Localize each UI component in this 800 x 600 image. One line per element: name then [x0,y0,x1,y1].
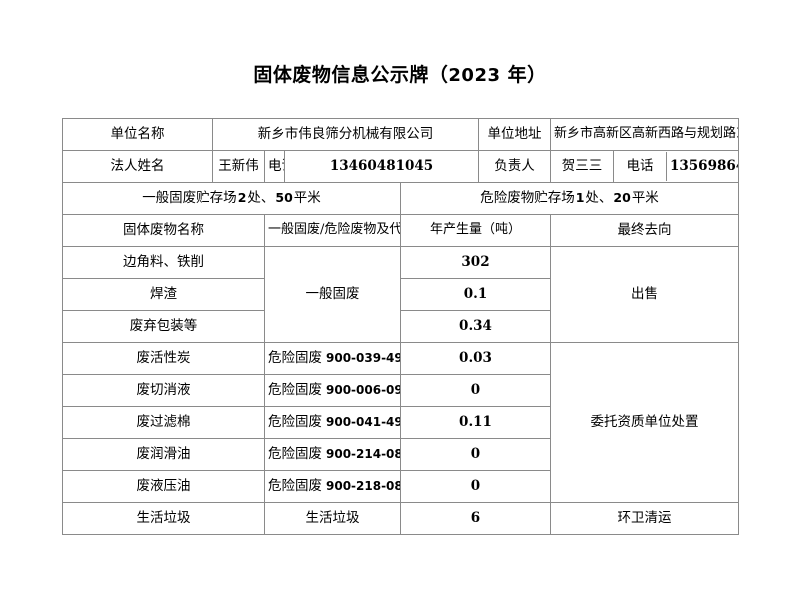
cell-amount: 6 [400,502,551,535]
cell-company-name-value: 新乡市伟良筛分机械有限公司 [212,118,479,151]
general-storage-area: 50 [275,189,293,205]
cell-general-destination: 出售 [549,246,740,343]
cell-code: 900-006-09 [326,382,401,397]
table-row: 废过滤棉 危险固废 900-041-49 0.11 [62,406,739,439]
cell-category-code: 危险固废 900-214-08 [264,438,401,471]
table-row: 废活性炭 危险固废 900-039-49 0.03 委托资质单位处置 [62,342,740,503]
cell-category: 危险固废 [268,477,322,494]
cell-category-code: 危险固废 900-218-08 [264,470,401,503]
cell-amount: 302 [400,246,551,279]
general-storage-count: 2 [237,189,247,205]
page-title-year: 2023 [448,65,501,86]
table-row: 焊渣 0.1 [62,278,739,311]
cell-category-code: 危险固废 900-006-09 [264,374,401,407]
hazardous-storage-area: 20 [613,189,631,205]
cell-waste-name: 废过滤棉 [62,406,265,439]
cell-general-category: 一般固废 [264,246,401,343]
table-header-row: 固体废物名称 一般固废/危险废物及代码 年产生量（吨） 最终去向 [62,214,740,247]
cell-manager-value: 贺三三 [550,150,614,183]
cell-code: 900-218-08 [326,478,401,493]
cell-address-label: 单位地址 [478,118,551,151]
cell-amount: 0.03 [400,342,551,375]
cell-manager-label: 负责人 [478,150,551,183]
header-waste-name: 固体废物名称 [62,214,265,247]
table-row: 生活垃圾 生活垃圾 6 环卫清运 [62,502,740,535]
page-title: 固体废物信息公示牌（2023 年） [0,60,800,87]
cell-category: 危险固废 [268,381,322,398]
cell-category: 危险固废 [268,349,322,366]
cell-domestic-destination: 环卫清运 [549,502,740,535]
cell-amount: 0 [400,374,551,407]
hazardous-storage-count: 1 [575,189,585,205]
hazardous-storage-suffix: 平米 [631,189,659,206]
cell-code: 900-214-08 [326,446,401,461]
hazardous-storage-mid: 处、 [585,189,613,206]
cell-amount: 0.34 [400,310,551,343]
general-storage-suffix: 平米 [293,189,321,206]
cell-legal-phone-value: 13460481045 [284,150,479,183]
table-row-storage-areas: 一般固废贮存场2处、50平米 危险废物贮存场1处、20平米 [62,182,740,215]
hazardous-storage-prefix: 危险废物贮存场 [480,189,575,206]
general-storage-mid: 处、 [247,189,275,206]
header-annual-output: 年产生量（吨） [400,214,551,247]
cell-waste-name: 焊渣 [62,278,265,311]
cell-category-code: 危险固废 900-041-49 [264,406,401,439]
cell-company-name-label: 单位名称 [62,118,213,151]
header-final-destination: 最终去向 [549,214,740,247]
table-row-contacts: 法人姓名 王新伟 电话 13460481045 负责人 贺三三 电话 13569… [62,150,740,183]
table-row: 废切消液 危险固废 900-006-09 0 [62,374,739,407]
cell-legal-phone-label: 电话 [264,150,285,183]
cell-waste-name: 废切消液 [62,374,265,407]
cell-code: 900-041-49 [326,414,401,429]
cell-legal-person-label: 法人姓名 [62,150,213,183]
page-title-tail: 年） [500,64,547,86]
header-category-code: 一般固废/危险废物及代码 [264,214,401,247]
table-row: 废弃包装等 0.34 [62,310,739,343]
cell-waste-name: 废活性炭 [62,342,265,375]
cell-waste-name: 废液压油 [62,470,265,503]
cell-domestic-category: 生活垃圾 [264,502,401,535]
cell-general-storage: 一般固废贮存场2处、50平米 [62,182,401,215]
cell-manager-phone-label: 电话 [614,152,667,181]
page-title-main: 固体废物信息公示牌（ [253,64,449,86]
table-row: 边角料、铁削 一般固废 302 出售 [62,246,740,343]
cell-code: 900-039-49 [326,350,401,365]
cell-manager-phone-cell: 电话 13569864741 [612,150,740,183]
cell-address-value: 新乡市高新区高新西路与规划路东南角 [549,118,740,151]
cell-category: 危险固废 [268,445,322,462]
cell-category-code: 危险固废 900-039-49 [264,342,401,375]
cell-amount: 0.11 [400,406,551,439]
cell-amount: 0 [400,470,551,503]
solid-waste-info-table: 单位名称 新乡市伟良筛分机械有限公司 单位地址 新乡市高新区高新西路与规划路东南… [62,118,740,535]
general-storage-prefix: 一般固废贮存场 [142,189,237,206]
cell-hazardous-destination: 委托资质单位处置 [549,342,740,503]
cell-category: 危险固废 [268,413,322,430]
cell-legal-person-value: 王新伟 [212,150,265,183]
cell-waste-name: 生活垃圾 [62,502,265,535]
table-row: 废润滑油 危险固废 900-214-08 0 [62,438,739,471]
cell-manager-phone-value: 13569864741 [670,157,738,174]
cell-waste-name: 废润滑油 [62,438,265,471]
cell-hazardous-storage: 危险废物贮存场1处、20平米 [399,182,740,215]
cell-waste-name: 废弃包装等 [62,310,265,343]
table-row-company-name: 单位名称 新乡市伟良筛分机械有限公司 单位地址 新乡市高新区高新西路与规划路东南… [62,118,740,151]
cell-amount: 0.1 [400,278,551,311]
cell-amount: 0 [400,438,551,471]
cell-waste-name: 边角料、铁削 [62,246,265,279]
